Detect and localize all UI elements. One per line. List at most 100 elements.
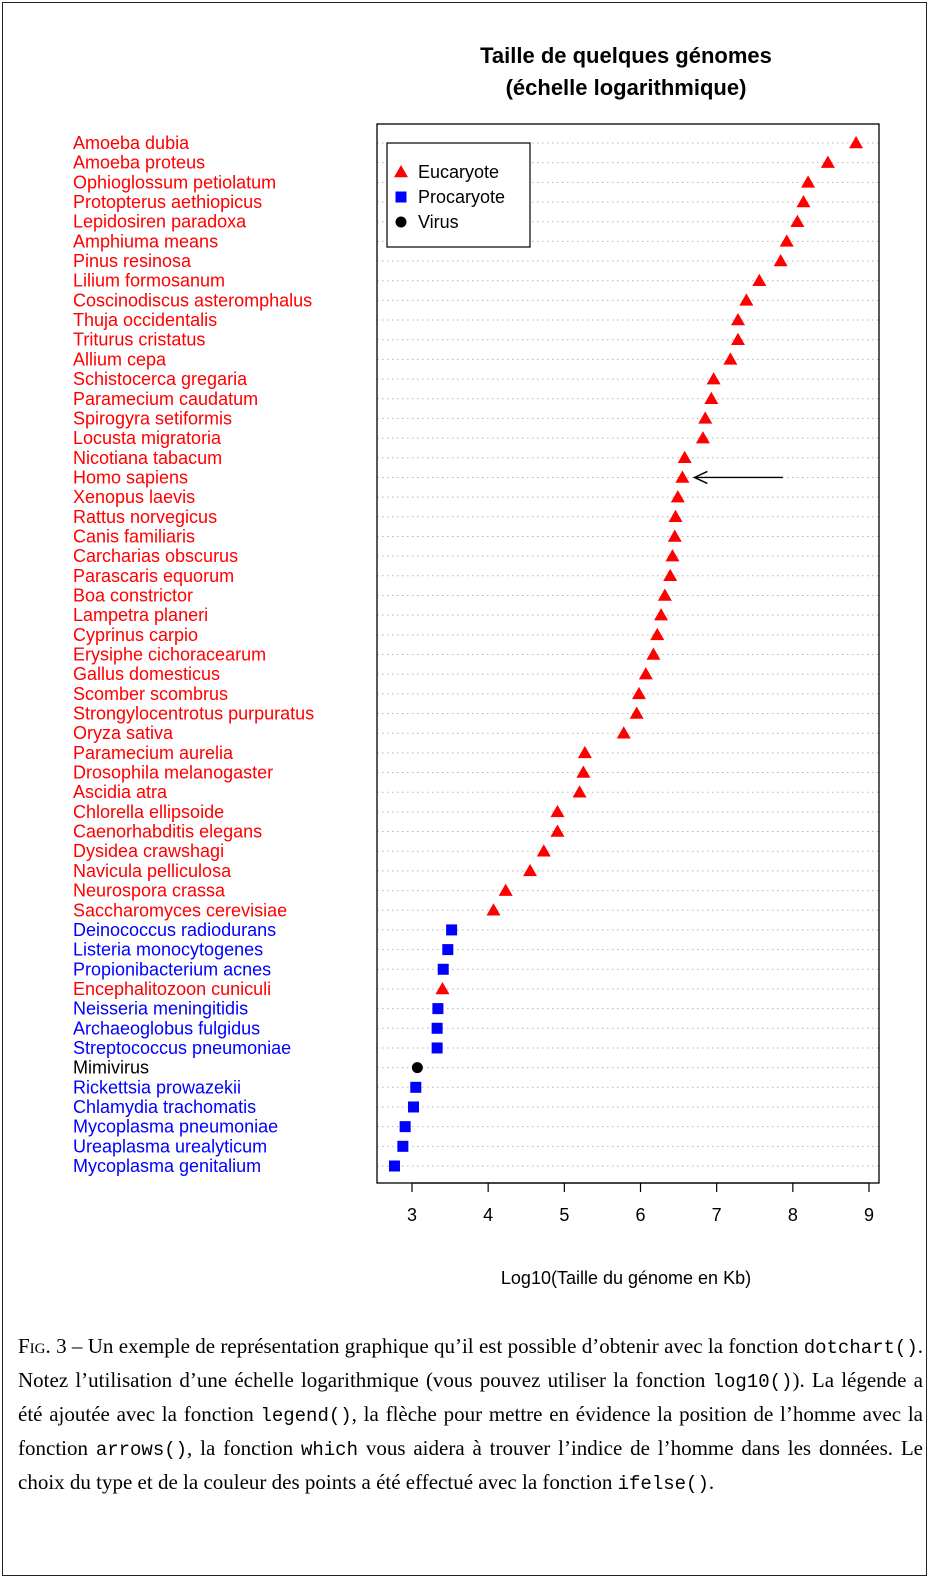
data-points — [388, 136, 864, 1172]
caption-code-dotchart: dotchart() — [803, 1337, 918, 1359]
species-label: Saccharomyces cerevisiae — [73, 900, 287, 920]
data-point — [796, 195, 811, 208]
species-label: Propionibacterium acnes — [73, 959, 271, 979]
dotchart: Taille de quelques génomes (échelle loga… — [73, 43, 880, 1288]
data-point — [446, 924, 458, 936]
x-tick-label: 3 — [407, 1205, 417, 1225]
data-point — [730, 332, 745, 345]
data-point — [663, 568, 678, 582]
data-point — [675, 470, 690, 483]
chart-title-line-2: (échelle logarithmique) — [506, 75, 747, 100]
legend: Eucaryote Procaryote Virus — [386, 142, 531, 248]
data-point — [704, 391, 719, 404]
data-point — [730, 313, 745, 326]
species-label: Lilium formosanum — [73, 271, 225, 291]
data-point — [790, 214, 805, 227]
species-label: Triturus cristatus — [73, 330, 205, 350]
data-point — [486, 903, 501, 916]
legend-marker — [395, 216, 407, 228]
data-point — [397, 1140, 409, 1152]
x-tick-label: 4 — [483, 1205, 493, 1225]
data-point — [432, 1003, 444, 1015]
species-label: Drosophila melanogaster — [73, 763, 273, 783]
species-label: Strongylocentrotus purpuratus — [73, 704, 314, 724]
legend-label: Virus — [418, 212, 459, 232]
x-tick-label: 8 — [788, 1205, 798, 1225]
data-point — [801, 175, 816, 188]
species-label: Navicula pelliculosa — [73, 861, 232, 881]
data-point — [498, 883, 513, 896]
arrow-head — [692, 470, 708, 485]
legend-marker — [394, 165, 408, 178]
species-label: Scomber scombrus — [73, 684, 228, 704]
caption-text-7: . — [708, 1470, 715, 1494]
caption-text-2: . Notez l’utilisation d’une échelle loga… — [18, 1334, 923, 1392]
caption-code-arrows: arrows() — [95, 1439, 188, 1461]
species-label: Canis familiaris — [73, 526, 195, 546]
data-point — [576, 765, 591, 778]
species-label: Homo sapiens — [73, 467, 188, 487]
legend-marker — [395, 191, 407, 203]
legend-box — [386, 142, 531, 248]
species-label: Nicotiana tabacum — [73, 448, 222, 468]
species-label: Amoeba proteus — [73, 153, 205, 173]
species-label: Pinus resinosa — [73, 251, 192, 271]
x-tick-label: 9 — [864, 1205, 874, 1225]
data-point — [670, 490, 685, 503]
species-label: Gallus domesticus — [73, 664, 220, 684]
species-label: Lampetra planeri — [73, 605, 208, 625]
caption-text-1: Un exemple de représentation graphique q… — [87, 1334, 804, 1358]
x-axis-label: Log10(Taille du génome en Kb) — [501, 1268, 751, 1288]
x-tick-label: 7 — [712, 1205, 722, 1225]
species-label: Schistocerca gregaria — [73, 369, 248, 389]
data-point — [550, 804, 565, 818]
species-label: Deinococcus radiodurans — [73, 920, 276, 940]
data-point — [437, 963, 449, 975]
data-point — [631, 686, 646, 700]
species-label: Thuja occidentalis — [73, 310, 217, 330]
data-point — [654, 608, 669, 621]
species-label: Spirogyra setiformis — [73, 408, 232, 428]
species-label: Listeria monocytogenes — [73, 940, 263, 960]
species-label: Amphiuma means — [73, 231, 218, 251]
species-label: Boa constrictor — [73, 585, 193, 605]
x-tick-label: 6 — [635, 1205, 645, 1225]
chart-title-line-1: Taille de quelques génomes — [480, 43, 772, 68]
data-point — [523, 863, 538, 877]
species-label: Neurospora crassa — [73, 881, 226, 901]
data-point — [431, 1022, 443, 1034]
data-point — [638, 667, 653, 680]
data-point — [665, 549, 680, 562]
species-label: Rickettsia prowazekii — [73, 1077, 241, 1097]
figure-caption: Fig. 3 – Un exemple de représentation gr… — [18, 1330, 923, 1500]
species-label: Encephalitozoon cuniculi — [73, 979, 271, 999]
data-point — [650, 627, 665, 641]
caption-code-legend: legend() — [260, 1405, 352, 1427]
data-point — [677, 450, 692, 464]
x-tick-label: 5 — [559, 1205, 569, 1225]
data-point — [388, 1160, 400, 1172]
data-point — [616, 726, 631, 739]
data-point — [572, 785, 587, 798]
data-point — [820, 155, 835, 168]
data-point — [773, 254, 788, 267]
caption-fig-label: Fig. 3 — [18, 1334, 67, 1358]
species-label: Dysidea crawshagi — [73, 841, 224, 861]
species-label: Oryza sativa — [73, 723, 174, 743]
species-label: Lepidosiren paradoxa — [73, 212, 247, 232]
species-label: Streptococcus pneumoniae — [73, 1038, 291, 1058]
caption-text-4: , la flèche pour mettre en évidence la p… — [18, 1402, 923, 1460]
species-label: Chlorella ellipsoide — [73, 802, 224, 822]
caption-text-3: ). La légende a été ajoutée avec la fonc… — [18, 1368, 924, 1426]
data-point — [435, 981, 450, 995]
caption-code-log10: log10() — [712, 1371, 793, 1393]
species-label: Locusta migratoria — [73, 428, 222, 448]
species-label: Coscinodiscus asteromphalus — [73, 290, 312, 310]
data-point — [399, 1121, 411, 1133]
data-point — [431, 1042, 443, 1054]
data-point — [779, 234, 794, 247]
species-label: Erysiphe cichoracearum — [73, 645, 266, 665]
species-label: Chlamydia trachomatis — [73, 1097, 256, 1117]
data-point — [550, 824, 565, 837]
